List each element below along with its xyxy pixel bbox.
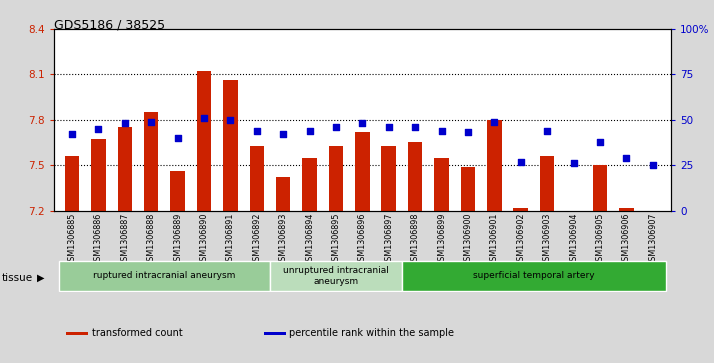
Point [594, 139, 605, 144]
Text: tissue: tissue [1, 273, 33, 283]
Bar [197, 72, 211, 211]
Text: GSM1306904: GSM1306904 [569, 213, 578, 266]
Point [488, 119, 500, 125]
Bar [593, 165, 607, 211]
Bar [355, 132, 370, 211]
Point [620, 155, 632, 161]
Text: GSM1306893: GSM1306893 [278, 213, 288, 266]
Text: GSM1306890: GSM1306890 [199, 213, 208, 266]
Bar [619, 208, 633, 211]
Point [409, 124, 421, 130]
Text: GSM1306906: GSM1306906 [622, 213, 630, 266]
Point [515, 159, 526, 164]
Bar [171, 171, 185, 211]
Bar [302, 158, 317, 211]
Bar [487, 120, 501, 211]
Bar [328, 146, 343, 211]
Point [66, 131, 78, 137]
Point [119, 121, 131, 126]
Point [146, 119, 157, 125]
Text: GSM1306886: GSM1306886 [94, 213, 103, 266]
Text: GSM1306896: GSM1306896 [358, 213, 367, 266]
Text: GSM1306898: GSM1306898 [411, 213, 420, 266]
Bar [65, 156, 79, 211]
Text: unruptured intracranial
aneurysm: unruptured intracranial aneurysm [283, 266, 389, 286]
Bar [263, 332, 286, 335]
Point [172, 135, 183, 141]
Point [198, 115, 210, 121]
Point [383, 124, 394, 130]
Text: GSM1306901: GSM1306901 [490, 213, 499, 266]
Bar [118, 127, 132, 211]
Text: GSM1306897: GSM1306897 [384, 213, 393, 266]
Bar [540, 156, 554, 211]
Bar [461, 167, 476, 211]
Text: GSM1306907: GSM1306907 [648, 213, 657, 266]
Point [541, 128, 553, 134]
Bar [434, 158, 449, 211]
Bar [144, 112, 159, 211]
Bar [59, 261, 270, 290]
Point [304, 128, 316, 134]
Text: GSM1306895: GSM1306895 [331, 213, 341, 266]
Point [278, 131, 289, 137]
Text: percentile rank within the sample: percentile rank within the sample [289, 329, 455, 338]
Text: GSM1306894: GSM1306894 [305, 213, 314, 266]
Bar [249, 146, 264, 211]
Text: GSM1306891: GSM1306891 [226, 213, 235, 266]
Text: ▶: ▶ [37, 273, 45, 283]
Text: GSM1306903: GSM1306903 [543, 213, 552, 266]
Bar [270, 261, 402, 290]
Point [251, 128, 263, 134]
Text: GSM1306905: GSM1306905 [595, 213, 604, 266]
Point [93, 126, 104, 132]
Text: GSM1306900: GSM1306900 [463, 213, 473, 266]
Text: GSM1306885: GSM1306885 [68, 213, 76, 266]
Point [647, 162, 658, 168]
Text: GSM1306892: GSM1306892 [252, 213, 261, 266]
Bar [408, 142, 423, 211]
Point [436, 128, 447, 134]
Text: GDS5186 / 38525: GDS5186 / 38525 [54, 18, 165, 31]
Bar [91, 139, 106, 211]
Point [225, 117, 236, 123]
Point [462, 130, 473, 135]
Text: GSM1306889: GSM1306889 [173, 213, 182, 266]
Bar [402, 261, 666, 290]
Text: superficial temporal artery: superficial temporal artery [473, 272, 595, 280]
Bar [66, 332, 88, 335]
Bar [223, 81, 238, 211]
Text: GSM1306888: GSM1306888 [146, 213, 156, 266]
Point [331, 124, 342, 130]
Point [356, 121, 368, 126]
Text: GSM1306899: GSM1306899 [437, 213, 446, 266]
Text: GSM1306887: GSM1306887 [121, 213, 129, 266]
Text: transformed count: transformed count [92, 329, 183, 338]
Bar [381, 146, 396, 211]
Text: GSM1306902: GSM1306902 [516, 213, 526, 266]
Text: ruptured intracranial aneurysm: ruptured intracranial aneurysm [94, 272, 236, 280]
Bar [276, 177, 291, 211]
Point [568, 160, 579, 166]
Bar [513, 208, 528, 211]
